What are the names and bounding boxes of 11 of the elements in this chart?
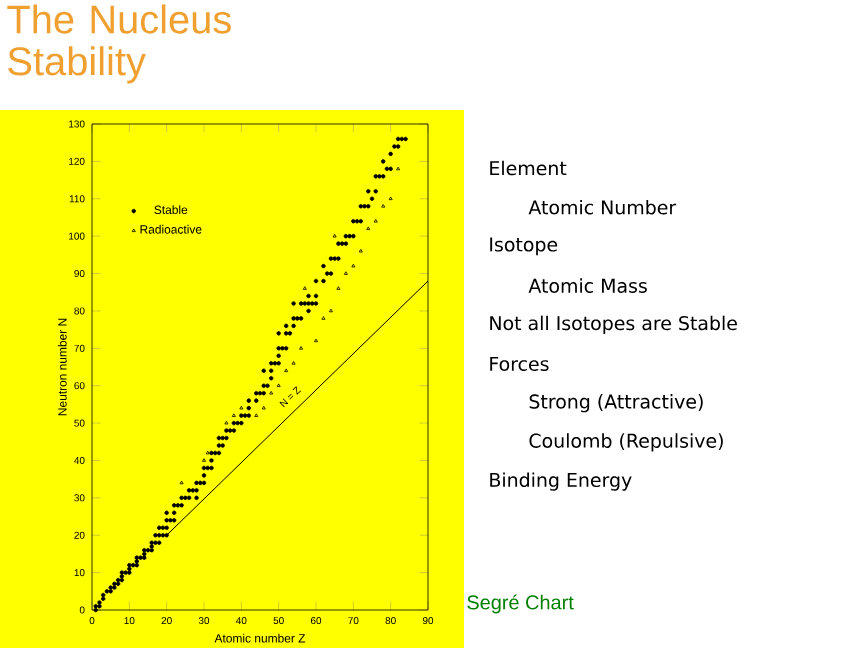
text: Binding Energy (490, 472, 632, 491)
text: Segré Chart (467, 594, 574, 614)
text: Atomic Number (528, 199, 677, 215)
chart-title: The Nucleus Stability (7, 4, 231, 84)
text: Forces (490, 356, 549, 372)
text: Isotope (490, 237, 558, 256)
text: Atomic Mass (528, 278, 647, 293)
text: Strong (Attractive) (529, 394, 703, 413)
text: Element (490, 160, 567, 176)
text: Not all Isotopes are Stable (490, 315, 737, 334)
text: Coulomb (Repulsive) (529, 433, 723, 452)
